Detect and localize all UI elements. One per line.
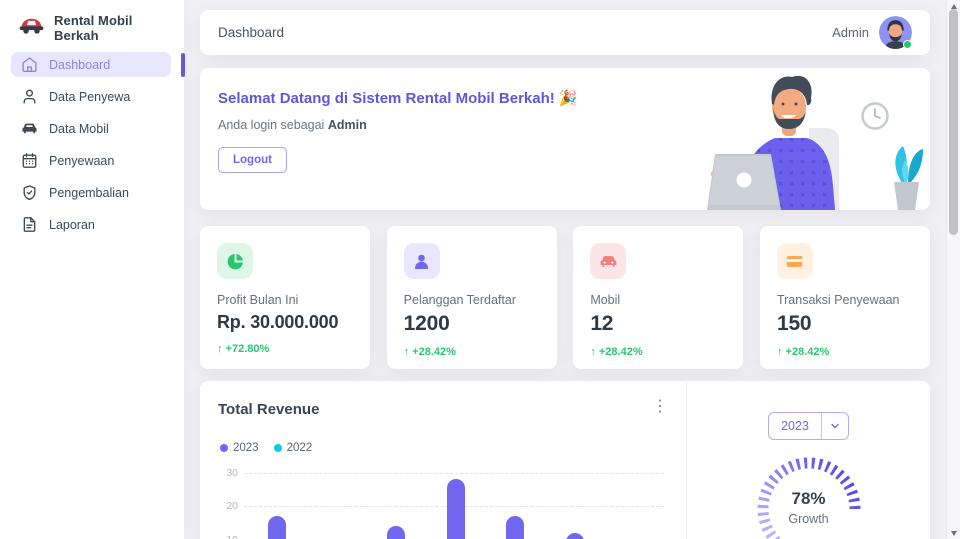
growth-panel: 2023 78: [687, 381, 930, 539]
scroll-up-arrow[interactable]: [947, 1, 960, 11]
sidebar-menu: Dashboard Data Penyewa Data Mobil Penyewaan…: [11, 52, 171, 244]
logout-button[interactable]: Logout: [218, 147, 287, 173]
sidebar-item-label: Data Penyewa: [49, 89, 131, 104]
welcome-subtitle: Anda login sebagai Admin: [218, 118, 367, 132]
stat-delta: ↑ +72.80%: [217, 343, 270, 355]
bar-2023-slot-4[interactable]: [446, 479, 465, 539]
sidebar-item-dashboard[interactable]: Dashboard: [11, 52, 171, 77]
scrollbar: [946, 0, 960, 539]
stat-label: Profit Bulan Ini: [217, 293, 299, 307]
legend-dot: [273, 444, 282, 452]
shield-check-icon: [21, 184, 38, 201]
sidebar-item-label: Data Mobil: [49, 121, 109, 136]
chart-title: Total Revenue: [218, 401, 320, 418]
y-axis-tick: 10: [208, 534, 238, 539]
chart-legend: 2023 2022: [220, 442, 312, 454]
sidebar-item-penyewaan[interactable]: Penyewaan: [11, 148, 171, 173]
y-axis-tick: 20: [226, 500, 238, 512]
active-item-indicator: [181, 53, 185, 77]
file-text-icon: [21, 216, 38, 233]
stat-card-transaksi-penyewaan: Transaksi Penyewaan 150 ↑ +28.42%: [759, 226, 930, 369]
legend-item-2022[interactable]: 2022: [273, 442, 312, 454]
gauge-text: 78% Growth: [734, 431, 884, 526]
page-title: Dashboard: [218, 25, 285, 40]
stat-card-mobil: Mobil 12 ↑ +28.42%: [573, 226, 744, 369]
sidebar-item-pengembalian[interactable]: Pengembalian: [11, 180, 171, 205]
trend-up-icon: ↑: [217, 343, 223, 355]
year-value: 2023: [781, 419, 809, 433]
welcome-illustration: [689, 70, 924, 210]
avatar[interactable]: [879, 16, 912, 49]
sidebar-item-label: Penyewaan: [49, 153, 115, 168]
year-dropdown[interactable]: 2023: [768, 412, 849, 440]
stat-value: Rp. 30.000.000: [217, 312, 339, 332]
stat-label: Mobil: [590, 293, 621, 307]
car-front-icon: [590, 243, 627, 279]
sidebar: Rental Mobil Berkah Dashboard Data Penyew…: [0, 0, 185, 539]
revenue-chart: Total Revenue ⋮ 2023 2022 30 20 10: [200, 381, 687, 539]
y-axis-tick: 30: [226, 466, 238, 479]
brand[interactable]: Rental Mobil Berkah: [0, 0, 184, 53]
chart-plot: 30 20 10: [200, 381, 686, 539]
stat-delta: ↑ +28.42%: [776, 346, 830, 358]
dropdown-divider: [821, 413, 822, 439]
stat-value: 12: [590, 312, 614, 335]
calendar-icon: [21, 152, 38, 169]
stat-value: 1200: [403, 312, 450, 335]
user-name: Admin: [832, 25, 869, 40]
welcome-title: Selamat Datang di Sistem Rental Mobil Be…: [218, 90, 578, 107]
scroll-down-arrow[interactable]: [947, 528, 960, 538]
trend-up-icon: ↑: [776, 346, 783, 358]
stat-delta: ↑ +28.42%: [403, 346, 456, 358]
user-fill-icon: [403, 243, 440, 279]
user-menu[interactable]: Admin: [832, 16, 912, 49]
stat-label: Pelanggan Terdaftar: [403, 293, 517, 307]
stat-label: Transaksi Penyewaan: [776, 293, 900, 307]
bar-2023-slot-3[interactable]: [387, 526, 405, 539]
topbar: Dashboard Admin: [200, 10, 930, 55]
credit-card-icon: [776, 243, 813, 279]
online-status-dot: [903, 40, 912, 49]
scrollbar-thumb[interactable]: [949, 9, 958, 235]
brand-car-logo-icon: [18, 16, 45, 40]
bar-2023-slot-6[interactable]: [565, 532, 584, 539]
chevron-down-icon: [822, 413, 848, 439]
sidebar-item-label: Pengembalian: [49, 185, 129, 200]
welcome-card: Selamat Datang di Sistem Rental Mobil Be…: [200, 68, 930, 210]
stat-card-pelanggan-terdaftar: Pelanggan Terdaftar 1200 ↑ +28.42%: [386, 226, 557, 369]
sidebar-item-label: Laporan: [49, 217, 95, 232]
stat-value: 150: [776, 312, 812, 335]
stat-card-profit-bulan-ini: Profit Bulan Ini Rp. 30.000.000 ↑ +72.80%: [200, 226, 370, 369]
growth-label: Growth: [788, 512, 829, 526]
growth-gauge: 78% Growth: [734, 431, 884, 539]
trend-up-icon: ↑: [590, 346, 596, 358]
user-icon: [21, 88, 38, 105]
sidebar-item-label: Dashboard: [49, 57, 111, 72]
home-icon: [21, 56, 38, 73]
legend-dot: [220, 444, 228, 452]
pie-chart-icon: [217, 243, 253, 279]
trend-up-icon: ↑: [403, 346, 410, 358]
stat-delta: ↑ +28.42%: [590, 346, 643, 358]
kebab-menu-icon[interactable]: ⋮: [652, 398, 668, 415]
bar-2023-slot-1[interactable]: [268, 516, 286, 539]
stats-row: Profit Bulan Ini Rp. 30.000.000 ↑ +72.80% P…: [200, 226, 930, 369]
sidebar-item-data-penyewa[interactable]: Data Penyewa: [11, 84, 171, 109]
car-fill-icon: [21, 120, 38, 137]
legend-item-2023[interactable]: 2023: [220, 442, 259, 454]
growth-percent: 78%: [791, 489, 826, 508]
brand-name: Rental Mobil Berkah: [54, 13, 133, 43]
bar-2023-slot-5[interactable]: [506, 516, 524, 539]
user-role: Admin: [327, 118, 367, 132]
sidebar-item-laporan[interactable]: Laporan: [11, 212, 171, 237]
gridline: [244, 472, 664, 474]
revenue-card: Total Revenue ⋮ 2023 2022 30 20 10 2023: [200, 381, 930, 539]
sidebar-item-data-mobil[interactable]: Data Mobil: [11, 116, 171, 141]
